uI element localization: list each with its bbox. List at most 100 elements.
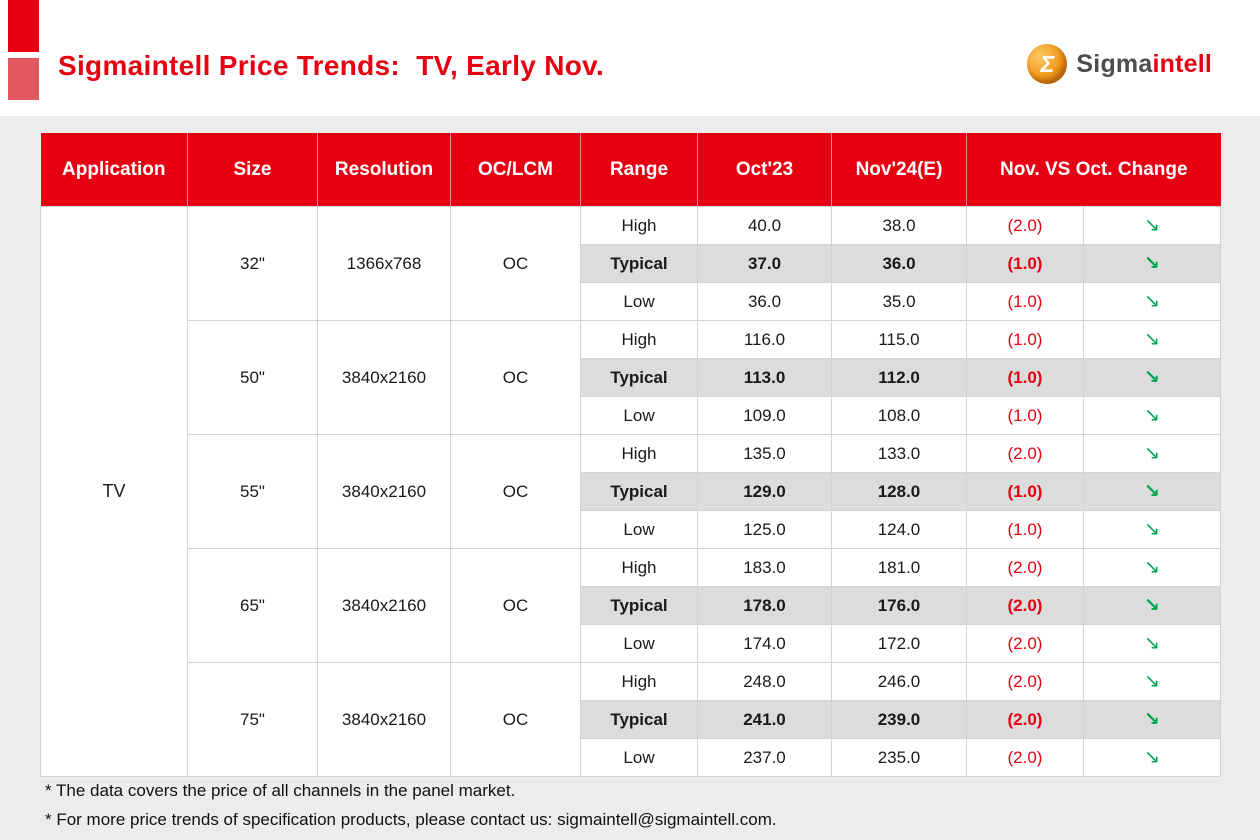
brand-logo-icon: Σ (1027, 44, 1068, 84)
oct23-price-cell: 237.0 (697, 738, 832, 777)
range-cell: Low (580, 396, 698, 435)
range-cell: Low (580, 510, 698, 549)
oct23-price-cell: 174.0 (697, 624, 832, 663)
change-value-cell: (2.0) (966, 738, 1084, 777)
price-table-header: Application Size Resolution OC/LCM Range… (40, 133, 1221, 207)
range-cell: Typical (580, 358, 698, 397)
brand-logo-text: Sigmaintell (1076, 50, 1212, 79)
resolution-cell: 3840x2160 (317, 662, 451, 777)
oct23-price-cell: 113.0 (697, 358, 832, 397)
price-row-65-low: Low 174.0 172.0 (2.0) ↘ (41, 624, 1222, 663)
price-row-55-typical: Typical 129.0 128.0 (1.0) ↘ (41, 472, 1222, 511)
col-header-change: Nov. VS Oct. Change (965, 133, 1221, 207)
footnote-2: * For more price trends of specification… (45, 810, 777, 829)
oct23-price-cell: 248.0 (697, 662, 832, 701)
col-header-nov24: Nov'24(E) (831, 133, 967, 207)
price-row-75-low: Low 237.0 235.0 (2.0) ↘ (41, 738, 1222, 777)
change-value-cell: (1.0) (966, 472, 1084, 511)
range-cell: High (580, 662, 698, 701)
price-row-50-low: Low 109.0 108.0 (1.0) ↘ (41, 396, 1222, 435)
nov24-price-cell: 124.0 (831, 510, 967, 549)
oc-lcm-cell: OC (450, 320, 581, 435)
price-row-50-high: 50" 3840x2160 OC High 116.0 115.0 (1.0) ↘ (41, 320, 1222, 435)
oc-lcm-cell: OC (450, 548, 581, 663)
down-trend-arrow-icon: ↘ (1082, 586, 1222, 625)
oct23-price-cell: 129.0 (697, 472, 832, 511)
change-value-cell: (1.0) (966, 282, 1084, 321)
nov24-price-cell: 172.0 (831, 624, 967, 663)
col-header-size: Size (187, 133, 318, 207)
nov24-price-cell: 181.0 (831, 548, 967, 587)
nov24-price-cell: 133.0 (831, 434, 967, 473)
oc-lcm-cell: OC (450, 434, 581, 549)
nov24-price-cell: 246.0 (831, 662, 967, 701)
resolution-cell: 3840x2160 (317, 548, 451, 663)
size-cell: 50" (187, 320, 318, 435)
down-trend-arrow-icon: ↘ (1082, 244, 1222, 283)
change-value-cell: (2.0) (966, 586, 1084, 625)
footnote-1: * The data covers the price of all chann… (45, 781, 516, 800)
resolution-cell: 3840x2160 (317, 320, 451, 435)
price-row-32-high: TV 32" 1366x768 OC High 40.0 38.0 (2.0) ↘ (40, 206, 1222, 777)
change-value-cell: (1.0) (966, 320, 1084, 359)
nov24-price-cell: 38.0 (831, 206, 967, 245)
down-trend-arrow-icon: ↘ (1082, 700, 1222, 739)
price-row-32-typical: Typical 37.0 36.0 (1.0) ↘ (41, 244, 1222, 283)
change-value-cell: (2.0) (966, 548, 1084, 587)
down-trend-arrow-icon: ↘ (1082, 320, 1222, 359)
range-cell: Low (580, 624, 698, 663)
change-value-cell: (2.0) (966, 662, 1084, 701)
change-value-cell: (1.0) (966, 396, 1084, 435)
nov24-price-cell: 235.0 (831, 738, 967, 777)
size-cell: 75" (187, 662, 318, 777)
down-trend-arrow-icon: ↘ (1082, 624, 1222, 663)
nov24-price-cell: 239.0 (831, 700, 967, 739)
oct23-price-cell: 125.0 (697, 510, 832, 549)
nov24-price-cell: 176.0 (831, 586, 967, 625)
col-header-resolution: Resolution (317, 133, 451, 207)
change-value-cell: (2.0) (966, 434, 1084, 473)
nov24-price-cell: 108.0 (831, 396, 967, 435)
down-trend-arrow-icon: ↘ (1082, 548, 1222, 587)
change-value-cell: (1.0) (966, 358, 1084, 397)
change-value-cell: (2.0) (966, 624, 1084, 663)
oc-lcm-cell: OC (450, 206, 581, 321)
price-row-75-typical: Typical 241.0 239.0 (2.0) ↘ (41, 700, 1222, 739)
size-cell: 32" (187, 206, 318, 321)
down-trend-arrow-icon: ↘ (1082, 396, 1222, 435)
size-cell: 55" (187, 434, 318, 549)
change-value-cell: (2.0) (966, 700, 1084, 739)
down-trend-arrow-icon: ↘ (1082, 282, 1222, 321)
range-cell: Low (580, 282, 698, 321)
range-cell: High (580, 548, 698, 587)
price-row-32-low: Low 36.0 35.0 (1.0) ↘ (41, 282, 1222, 321)
down-trend-arrow-icon: ↘ (1082, 434, 1222, 473)
oct23-price-cell: 178.0 (697, 586, 832, 625)
down-trend-arrow-icon: ↘ (1082, 206, 1222, 245)
nov24-price-cell: 128.0 (831, 472, 967, 511)
oc-lcm-cell: OC (450, 662, 581, 777)
price-row-55-high: 55" 3840x2160 OC High 135.0 133.0 (2.0) ↘ (41, 434, 1222, 549)
application-cell: TV (40, 206, 188, 777)
brand-name-suffix: intell (1152, 49, 1212, 78)
price-row-75-high: 75" 3840x2160 OC High 248.0 246.0 (2.0) ↘ (41, 662, 1222, 777)
range-cell: Typical (580, 586, 698, 625)
down-trend-arrow-icon: ↘ (1082, 358, 1222, 397)
page-title: Sigmaintell Price Trends: TV, Early Nov. (58, 50, 605, 81)
nov24-price-cell: 36.0 (831, 244, 967, 283)
sigma-glyph: Σ (1040, 50, 1055, 77)
range-cell: Typical (580, 700, 698, 739)
oct23-price-cell: 241.0 (697, 700, 832, 739)
range-cell: High (580, 206, 698, 245)
size-cell: 65" (187, 548, 318, 663)
change-value-cell: (1.0) (966, 510, 1084, 549)
header-band: Sigmaintell Price Trends: TV, Early Nov.… (0, 0, 1260, 116)
header-row: Application Size Resolution OC/LCM Range… (40, 133, 1221, 207)
price-row-50-typical: Typical 113.0 112.0 (1.0) ↘ (41, 358, 1222, 397)
price-row-65-high: 65" 3840x2160 OC High 183.0 181.0 (2.0) ↘ (41, 548, 1222, 663)
brand-name-prefix: Sigma (1076, 49, 1153, 78)
nov24-price-cell: 115.0 (831, 320, 967, 359)
down-trend-arrow-icon: ↘ (1082, 510, 1222, 549)
price-table-body: TV 32" 1366x768 OC High 40.0 38.0 (2.0) ↘ Typical… (40, 206, 1222, 777)
oct23-price-cell: 36.0 (697, 282, 832, 321)
